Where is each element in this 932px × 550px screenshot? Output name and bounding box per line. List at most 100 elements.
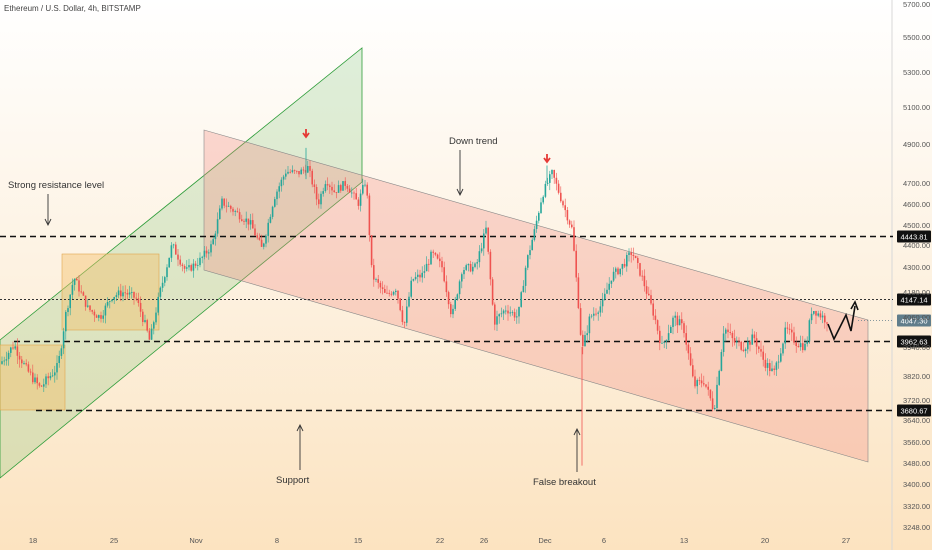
price-tick-label: 5300.00 — [903, 68, 930, 77]
candle-body — [12, 347, 14, 349]
candle-body — [69, 294, 71, 309]
candle-body — [238, 212, 241, 220]
candle-body — [54, 372, 56, 376]
candle-body — [762, 351, 764, 360]
candle-body — [560, 192, 562, 202]
candle-body — [793, 332, 795, 343]
candle-body — [564, 205, 566, 211]
candle-body — [821, 315, 824, 318]
candle-body — [744, 349, 747, 351]
candle-body — [241, 219, 243, 221]
candle-body — [62, 331, 65, 349]
candle-body — [720, 352, 723, 371]
candle-body — [643, 275, 646, 287]
candle-body — [236, 211, 239, 213]
price-tick-label: 3720.00 — [903, 396, 930, 405]
candle-body — [159, 287, 162, 297]
candle-body — [476, 262, 478, 264]
candle-body — [551, 170, 553, 175]
candle-body — [67, 308, 69, 312]
candle-body — [203, 250, 206, 257]
red-arrow-icon-2 — [543, 154, 551, 164]
candle-body — [1, 361, 3, 364]
candle-body — [639, 263, 641, 276]
price-level-badge — [897, 314, 931, 327]
candle-body — [562, 201, 564, 206]
candle-body — [824, 315, 826, 323]
candle-body — [557, 183, 560, 193]
candle-body — [379, 282, 382, 288]
candle-body — [799, 343, 802, 348]
candle-body — [527, 255, 529, 268]
candle-body — [58, 356, 60, 363]
candle-body — [661, 342, 663, 344]
candle-body — [414, 276, 417, 280]
price-tick-label: 4500.00 — [903, 221, 930, 230]
candle-body — [520, 292, 522, 307]
candles-layer — [1, 147, 828, 466]
candle-body — [467, 264, 470, 266]
candle-body — [795, 342, 797, 346]
candle-body — [806, 341, 808, 344]
candle-body — [243, 220, 245, 222]
candle-body — [65, 312, 67, 332]
candle-body — [502, 310, 505, 314]
candle-body — [309, 166, 311, 171]
price-tick-label: 4060.00 — [903, 313, 930, 322]
candle-body — [599, 306, 602, 313]
candle-body — [615, 268, 617, 272]
candle-body — [516, 316, 518, 318]
time-tick-label: Dec — [538, 536, 552, 545]
candle-body — [56, 363, 58, 373]
candle-body — [102, 315, 104, 319]
projection-arrowhead-icon — [850, 300, 859, 311]
candle-body — [395, 290, 397, 292]
candle-body — [16, 346, 19, 356]
candle-body — [179, 259, 181, 265]
price-axis: 5700.00 5500.00 5300.00 5100.00 4900.00 4700.… — [903, 0, 930, 532]
candle-body — [201, 256, 203, 258]
candle-body — [274, 199, 276, 207]
price-tick-label: 3400.00 — [903, 480, 930, 489]
candle-body — [626, 255, 628, 267]
candle-body — [650, 295, 652, 304]
candle-body — [271, 206, 274, 217]
candle-body — [18, 355, 21, 360]
candle-body — [155, 312, 157, 323]
candle-body — [540, 202, 542, 213]
candle-body — [293, 170, 296, 171]
candle-body — [124, 292, 126, 294]
candle-body — [91, 310, 93, 312]
candle-body — [577, 277, 580, 309]
candle-body — [608, 283, 610, 290]
candle-body — [676, 315, 679, 326]
candle-body — [311, 170, 313, 185]
candle-body — [663, 341, 665, 343]
price-tick-label: 4400.00 — [903, 241, 930, 250]
candle-body — [106, 302, 109, 306]
candle-body — [483, 233, 485, 249]
candle-body — [351, 192, 353, 194]
candle-body — [777, 361, 780, 363]
candle-body — [443, 267, 445, 282]
candle-body — [742, 349, 745, 351]
candle-body — [579, 308, 582, 335]
candle-body — [498, 314, 500, 317]
candle-body — [472, 266, 474, 272]
candle-body — [780, 353, 782, 362]
candle-body — [76, 279, 78, 281]
candle-body — [230, 205, 232, 209]
candle-body — [210, 244, 212, 253]
candle-body — [718, 370, 720, 385]
price-tick-label: 5700.00 — [903, 0, 930, 9]
price-level-label: 3962.63 — [900, 338, 927, 347]
candle-body — [302, 169, 305, 171]
candle-body — [450, 304, 452, 315]
candle-body — [445, 281, 448, 293]
candle-body — [586, 333, 588, 336]
candle-body — [738, 341, 740, 343]
candle-body — [146, 320, 148, 331]
candle-body — [135, 297, 137, 299]
candle-body — [804, 343, 806, 350]
price-tick-label: 4180.00 — [903, 288, 930, 297]
